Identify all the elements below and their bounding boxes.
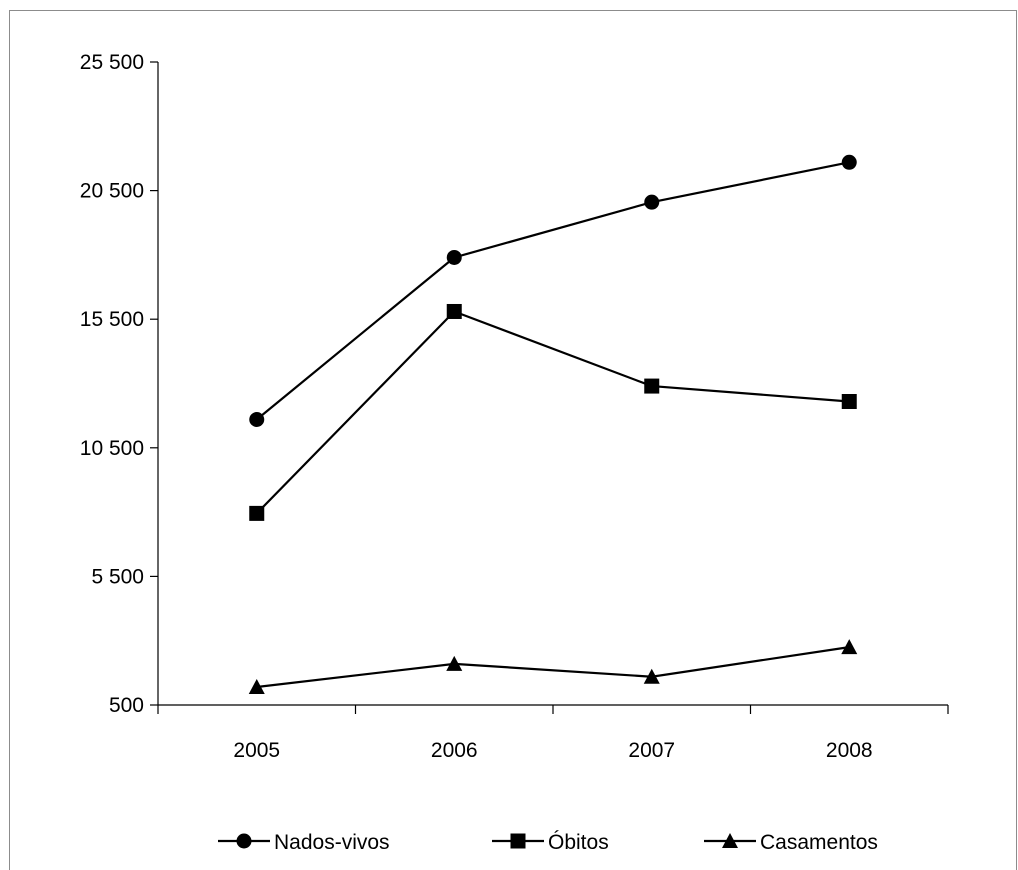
x-tick-label: 2008 [826,739,873,762]
legend-item: Nados-vivos [218,831,390,854]
y-tick-label: 25 500 [80,51,144,74]
data-point [446,303,462,319]
legend-item: Óbitos [492,831,609,854]
y-tick-label: 15 500 [80,308,144,331]
data-point [446,655,463,671]
series-line [256,161,850,421]
series--bitos [249,303,857,521]
chart-frame [9,10,1017,870]
data-point [841,639,858,655]
legend-marker [722,833,738,848]
data-point [446,249,462,265]
x-tick-label: 2005 [233,739,280,762]
y-tick-label: 20 500 [80,180,144,203]
series-nados-vivos [249,154,857,428]
series-line [255,310,850,515]
data-point [249,505,265,521]
legend-marker [510,833,526,849]
series-line [256,646,850,689]
data-point [643,668,660,684]
axes: 500 5 500 10 500 15 500 20 500 25 500 2005 2006… [80,51,949,762]
y-tick-label: 500 [109,694,144,717]
legend-marker [236,833,252,849]
x-tick-label: 2006 [431,739,478,762]
data-point [644,378,660,394]
y-tick-label: 10 500 [80,437,144,460]
data-point [248,678,265,694]
legend-label: Casamentos [760,831,878,854]
legend-item: Casamentos [704,831,878,854]
data-point [841,394,857,410]
data-point [644,194,660,210]
series-casamentos [248,639,858,694]
legend-label: Nados-vivos [274,831,390,854]
series-layer [248,154,858,694]
x-tick-label: 2007 [628,739,675,762]
data-point [249,412,265,428]
legend-label: Óbitos [548,831,609,854]
y-tick-label: 5 500 [91,565,144,588]
data-point [841,154,857,170]
legend: Nados-vivos Óbitos Casamentos [218,831,878,854]
